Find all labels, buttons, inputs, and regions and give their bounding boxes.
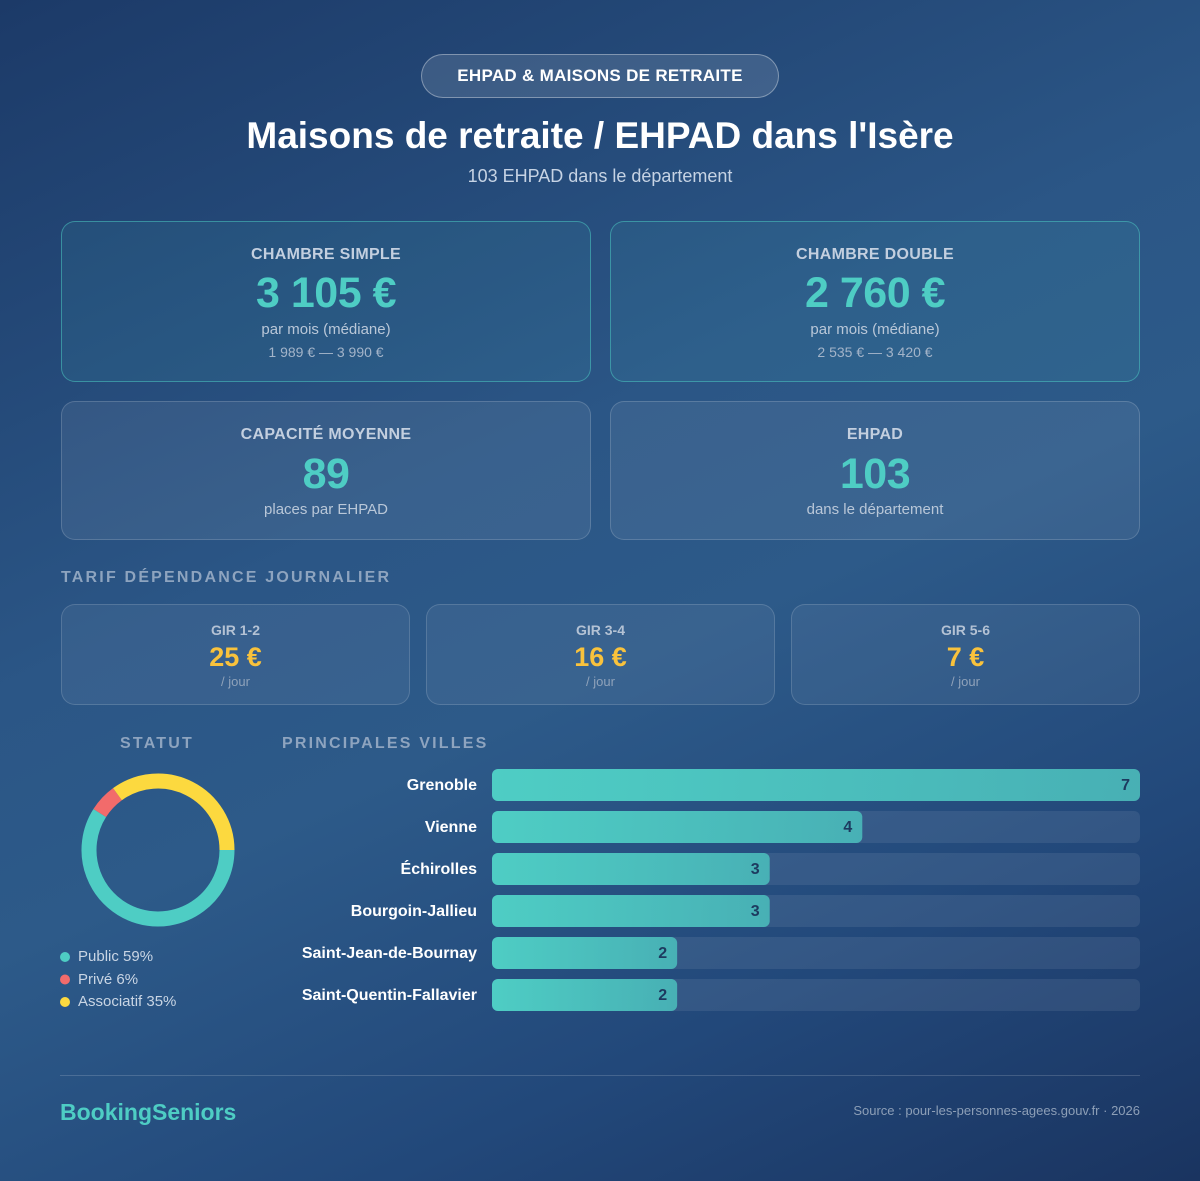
bar <box>492 895 770 927</box>
card-label: CAPACITÉ MOYENNE <box>240 426 412 443</box>
badge: EHPAD & MAISONS DE RETRAITE <box>421 54 779 98</box>
tariff-unit: / jour <box>586 674 615 689</box>
legend-value: 59% <box>123 948 154 965</box>
price-card: CHAMBRE DOUBLE 2 760 € par mois (médiane) 2… <box>610 221 1140 382</box>
tariff-label: GIR 1-2 <box>210 622 260 638</box>
stat-card: EHPAD 103 dans le département <box>610 401 1140 540</box>
bar <box>492 769 1140 801</box>
brand: BookingSeniors <box>60 1099 237 1125</box>
bar-value: 4 <box>843 819 852 836</box>
source: Source : pour-les-personnes-agees.gouv.f… <box>853 1103 1140 1118</box>
card-note: par mois (médiane) <box>810 321 940 338</box>
legend-value: 6% <box>116 970 139 988</box>
legend-entry: Associatif 35% <box>78 993 176 1011</box>
legend-value: 35% <box>146 993 177 1010</box>
chart-title: PRINCIPALES VILLES <box>282 735 488 752</box>
card-note: dans le département <box>806 501 944 518</box>
legend-label: Associatif <box>78 993 143 1010</box>
card-value: 3 105 € <box>256 269 396 317</box>
card-label: CHAMBRE DOUBLE <box>796 246 954 263</box>
bar-value: 3 <box>751 903 760 920</box>
tariff-value: 16 € <box>574 642 627 672</box>
legend-marker <box>60 952 70 962</box>
card-value: 2 760 € <box>805 269 945 317</box>
card-value: 89 <box>302 450 350 498</box>
bar-value: 7 <box>1121 777 1130 794</box>
bar-label: Vienne <box>425 819 477 836</box>
bar-label: Bourgoin-Jallieu <box>351 903 477 920</box>
bar-label: Grenoble <box>407 777 477 794</box>
bar-value: 3 <box>751 861 760 878</box>
tariff-value: 25 € <box>209 642 262 672</box>
tariff-unit: / jour <box>951 674 980 689</box>
card-label: CHAMBRE SIMPLE <box>251 246 401 263</box>
bar-label: Saint-Quentin-Fallavier <box>302 987 477 1004</box>
tariff-card: GIR 3-4 16 € / jour <box>426 604 775 705</box>
tariff-label: GIR 3-4 <box>575 622 625 638</box>
bar-label: Saint-Jean-de-Bournay <box>302 945 477 962</box>
section-title: TARIF DÉPENDANCE JOURNALIER <box>61 569 392 586</box>
legend-entry: Public 59% <box>78 948 153 966</box>
legend-entry: Privé 6% <box>78 971 138 989</box>
charts: STATUT PRINCIPALES VILLES Grenoble 7 Vienne 4… <box>60 735 1140 1011</box>
bar <box>492 937 678 969</box>
card-note: places par EHPAD <box>264 501 388 518</box>
legend-marker <box>60 997 70 1007</box>
card-range: 1 989 € — 3 990 € <box>268 344 384 360</box>
legend-label: Public <box>78 948 119 965</box>
card-label: EHPAD <box>846 426 904 443</box>
bar-value: 2 <box>658 945 667 962</box>
tariff-value: 7 € <box>946 642 985 672</box>
bar <box>492 979 678 1011</box>
tariff-label: GIR 5-6 <box>940 622 990 638</box>
card-note: par mois (médiane) <box>261 321 391 338</box>
donut-slice <box>93 788 123 818</box>
chart-title: STATUT <box>120 735 194 752</box>
bar <box>492 811 863 843</box>
donut-slice <box>113 773 235 851</box>
price-card: CHAMBRE SIMPLE 3 105 € par mois (médiane) 1… <box>61 221 591 382</box>
tariff-unit: / jour <box>221 674 250 689</box>
stat-card: CAPACITÉ MOYENNE 89 places par EHPAD <box>61 401 591 540</box>
bar-label: Échirolles <box>401 859 478 878</box>
legend-marker <box>60 974 70 985</box>
subtitle: 103 EHPAD dans le département <box>467 166 733 186</box>
title: Maisons de retraite / EHPAD dans l'Isère <box>246 115 954 156</box>
card-range: 2 535 € — 3 420 € <box>817 344 933 360</box>
tariff-card: GIR 5-6 7 € / jour <box>791 604 1140 705</box>
donut-slice <box>81 809 235 927</box>
card-value: 103 <box>839 450 911 498</box>
bar <box>492 853 770 885</box>
divider <box>60 1075 1140 1076</box>
legend-label: Privé <box>78 970 113 988</box>
tariff-card: GIR 1-2 25 € / jour <box>61 604 410 705</box>
bar-value: 2 <box>658 987 667 1004</box>
